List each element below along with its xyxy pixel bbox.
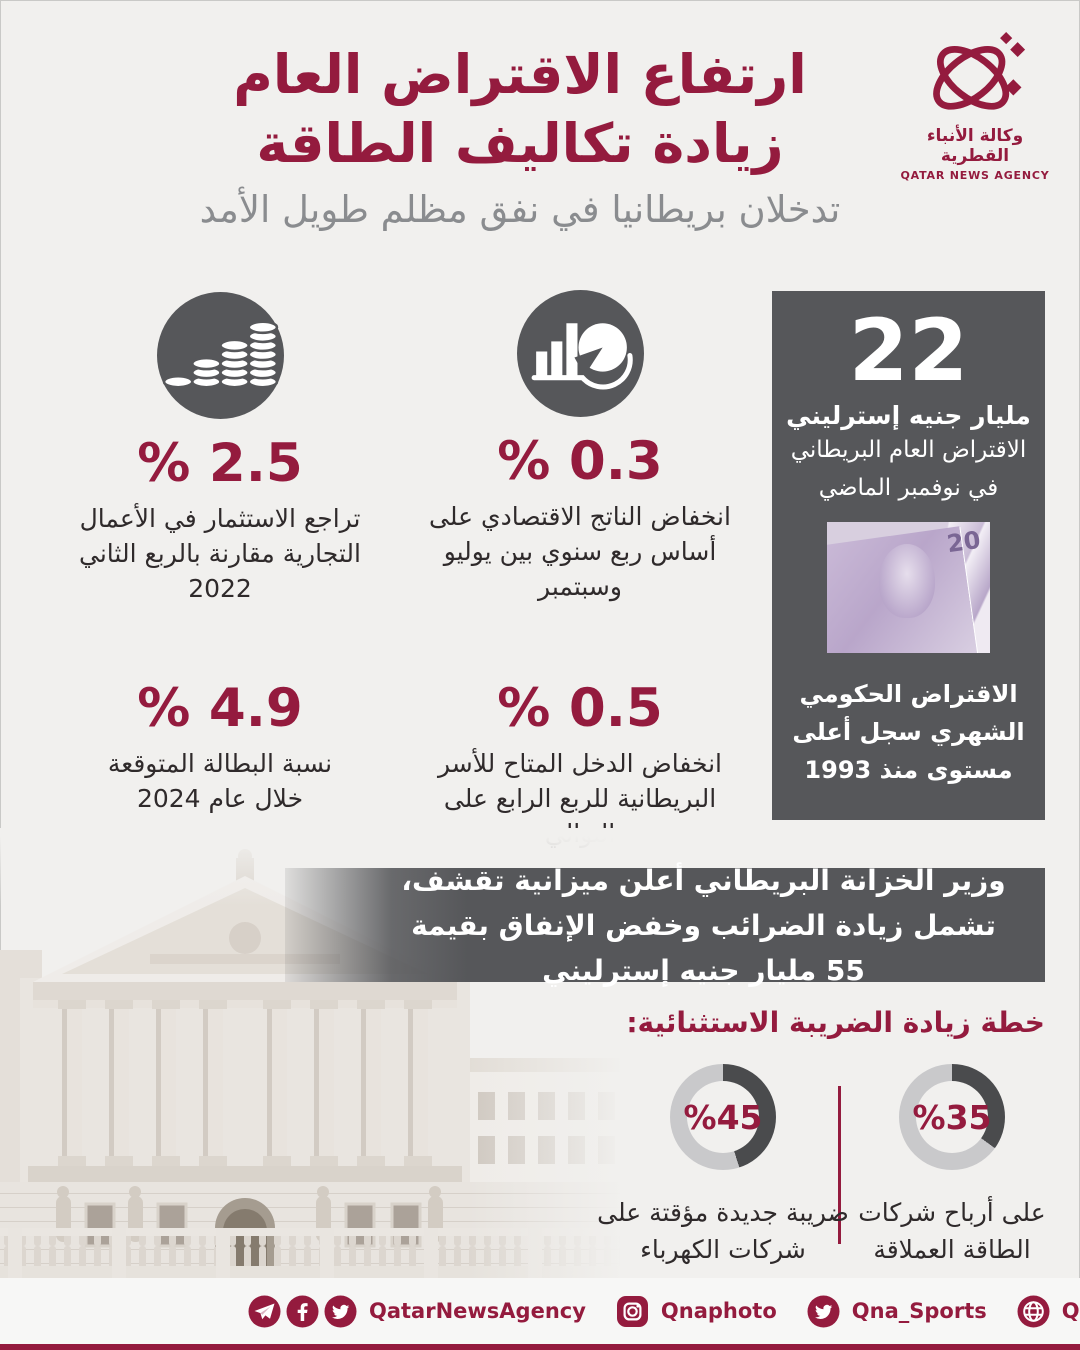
donut-label: على أرباح شركات الطاقة العملاقة — [858, 1198, 1046, 1264]
banner-text: وزير الخزانة البريطاني أعلن ميزانية تقشف… — [401, 863, 1006, 987]
instagram-icon — [616, 1295, 649, 1328]
donut-label: ضريبة جديدة مؤقتة على شركات الكهرباء — [597, 1198, 849, 1264]
donut-percent-label: %45 — [683, 1097, 763, 1137]
borrowing-highlight-panel: 22 مليار جنيه إسترليني الاقتراض العام ال… — [772, 291, 1045, 820]
twitter-icon — [324, 1295, 357, 1328]
social-group-website[interactable]: Qna.org.qa — [1017, 1295, 1080, 1328]
pound-banknotes-image: 20 — [827, 522, 990, 653]
donut-chart-electricity-tax: %45 — [670, 1064, 776, 1170]
stat-value: % 0.3 — [497, 431, 663, 492]
vertical-divider — [838, 1086, 841, 1244]
tax-plan-heading: خطة زيادة الضريبة الاستثنائية: — [626, 1006, 1045, 1039]
twitter-icon — [807, 1295, 840, 1328]
panel-line: في نوفمبر الماضي — [818, 475, 999, 501]
page-subtitle: تدخلان بريطانيا في نفق مظلم طويل الأمد — [199, 188, 841, 231]
panel-line: الاقتراض العام البريطاني — [790, 437, 1027, 463]
big-number-unit: مليار جنيه إسترليني — [786, 401, 1031, 430]
globe-icon — [1017, 1295, 1050, 1328]
page-title-line1: ارتفاع الاقتراض العام — [233, 43, 807, 106]
stat-household-income: % 0.5 انخفاض الدخل المتاح للأسر البريطان… — [420, 664, 740, 851]
donut-chart-energy-profits-tax: %35 — [899, 1064, 1005, 1170]
stat-value: % 4.9 — [137, 678, 303, 739]
donut-percent-label: %35 — [912, 1097, 992, 1137]
social-handle: QatarNewsAgency — [369, 1299, 586, 1323]
page-title-line2: زيادة تكاليف الطاقة — [256, 112, 784, 175]
stat-desc: انخفاض الناتج الاقتصادي على أساس ربع سنو… — [429, 502, 731, 601]
stat-desc: نسبة البطالة المتوقعة خلال عام 2024 — [107, 749, 333, 813]
logo-english-name: QATAR NEWS AGENCY — [900, 169, 1050, 182]
social-handle: Qnaphoto — [660, 1299, 777, 1323]
coin-stacks-icon — [156, 292, 284, 419]
big-number: 22 — [848, 301, 969, 401]
telegram-icon — [248, 1295, 281, 1328]
social-group-twitter-sports[interactable]: Qna_Sports — [807, 1295, 987, 1328]
stat-value: % 0.5 — [497, 678, 663, 739]
social-group-qna[interactable]: QatarNewsAgency — [248, 1295, 586, 1328]
austerity-banner: وزير الخزانة البريطاني أعلن ميزانية تقشف… — [285, 864, 1045, 987]
queen-portrait — [879, 544, 935, 618]
facebook-icon — [286, 1295, 319, 1328]
bar-pie-chart-icon — [516, 290, 644, 417]
stat-value: % 2.5 — [137, 433, 303, 494]
header: ارتفاع الاقتراض العام زيادة تكاليف الطاق… — [55, 40, 985, 234]
panel-note: الاقتراض الحكومي الشهري سجل أعلى مستوى م… — [792, 680, 1025, 784]
social-group-instagram[interactable]: Qnaphoto — [616, 1295, 777, 1328]
footer-social-bar: QatarNewsAgency Qnaphoto — [0, 1278, 1080, 1344]
banknote-denomination: 20 — [944, 525, 982, 559]
stat-gdp: % 0.3 انخفاض الناتج الاقتصادي على أساس ر… — [420, 290, 740, 604]
qna-logo: وكالة الأنباء القطرية QATAR NEWS AGENCY — [900, 28, 1050, 182]
stat-unemployment: % 4.9 نسبة البطالة المتوقعة خلال عام 202… — [95, 664, 345, 816]
bottom-accent-bar — [0, 1344, 1080, 1350]
stat-desc: تراجع الاستثمار في الأعمال التجارية مقار… — [79, 504, 361, 603]
qna-logo-mark — [933, 31, 1026, 110]
social-handle: Qna_Sports — [851, 1299, 987, 1323]
logo-arabic-name: وكالة الأنباء القطرية — [926, 126, 1024, 166]
website-url: Qna.org.qa — [1061, 1299, 1080, 1323]
stat-business-investment: % 2.5 تراجع الاستثمار في الأعمال التجاري… — [60, 292, 380, 606]
